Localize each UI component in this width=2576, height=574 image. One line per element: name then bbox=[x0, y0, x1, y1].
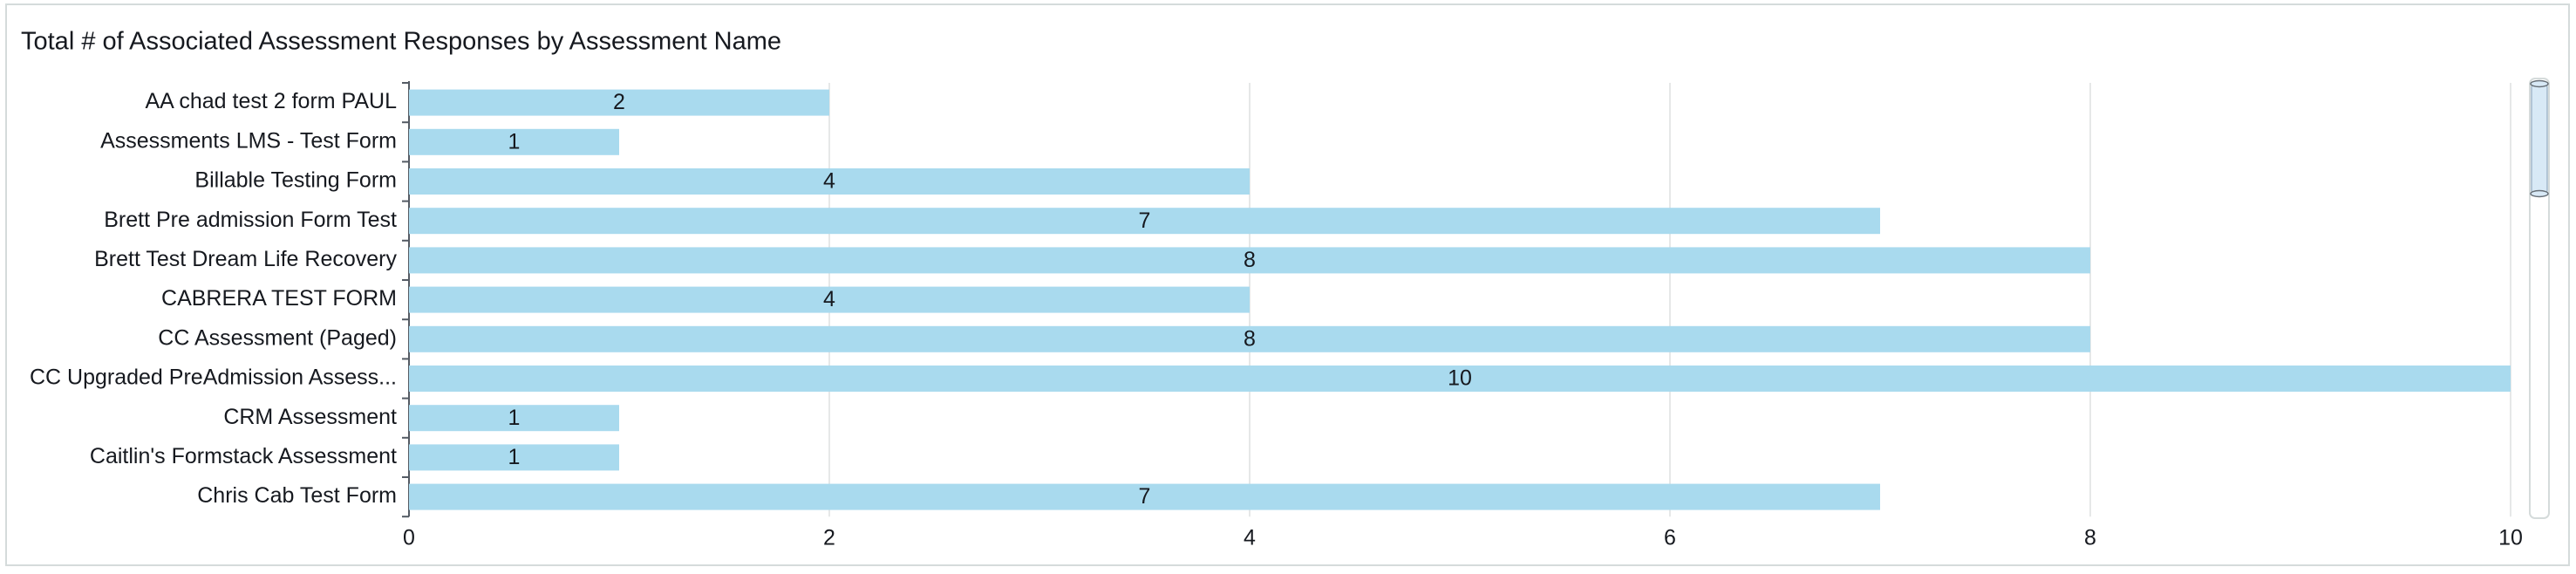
scrollbar-handle[interactable] bbox=[2530, 79, 2549, 88]
bar bbox=[409, 366, 2511, 392]
y-tick-label: Chris Cab Test Form bbox=[197, 483, 397, 508]
value-label: 7 bbox=[1139, 484, 1151, 509]
y-tick-label: CC Assessment (Paged) bbox=[158, 325, 397, 350]
y-tick-label: Brett Pre admission Form Test bbox=[104, 208, 397, 232]
bar bbox=[409, 247, 2090, 274]
bar bbox=[409, 325, 2090, 352]
bar bbox=[409, 128, 619, 155]
value-label: 8 bbox=[1244, 248, 1256, 272]
y-tick-label: Brett Test Dream Life Recovery bbox=[94, 247, 397, 271]
value-label: 2 bbox=[613, 90, 625, 114]
x-tick-label: 4 bbox=[1244, 526, 1256, 550]
y-tick-label: CRM Assessment bbox=[223, 405, 397, 429]
bar bbox=[409, 168, 1250, 195]
value-label: 4 bbox=[823, 287, 835, 311]
bar bbox=[409, 405, 619, 432]
value-label: 4 bbox=[823, 169, 835, 194]
bar bbox=[409, 208, 1880, 235]
y-tick-label: CC Upgraded PreAdmission Assess... bbox=[30, 366, 397, 390]
value-label: 7 bbox=[1139, 208, 1151, 233]
chart-title: Total # of Associated Assessment Respons… bbox=[21, 28, 781, 56]
x-tick-label: 10 bbox=[2498, 526, 2523, 550]
scrollbar-thumb[interactable] bbox=[2531, 83, 2548, 195]
bar bbox=[409, 89, 829, 116]
y-tick-label: Assessments LMS - Test Form bbox=[100, 128, 397, 153]
x-tick-label: 0 bbox=[403, 526, 415, 550]
y-tick-label: Caitlin's Formstack Assessment bbox=[90, 444, 397, 468]
value-label: 1 bbox=[508, 445, 521, 469]
y-tick-label: Billable Testing Form bbox=[194, 168, 397, 193]
value-label: 1 bbox=[508, 129, 521, 154]
x-tick-label: 2 bbox=[823, 526, 835, 550]
value-label: 10 bbox=[1448, 366, 1472, 391]
value-label: 8 bbox=[1244, 326, 1256, 351]
value-label: 1 bbox=[508, 406, 521, 430]
y-tick-label: CABRERA TEST FORM bbox=[161, 286, 397, 311]
bar bbox=[409, 444, 619, 471]
y-tick-label: AA chad test 2 form PAUL bbox=[145, 89, 397, 113]
bar bbox=[409, 483, 1880, 510]
x-tick-label: 8 bbox=[2084, 526, 2096, 550]
scrollbar-handle[interactable] bbox=[2530, 189, 2549, 198]
x-tick-label: 6 bbox=[1664, 526, 1676, 550]
bar bbox=[409, 286, 1250, 313]
